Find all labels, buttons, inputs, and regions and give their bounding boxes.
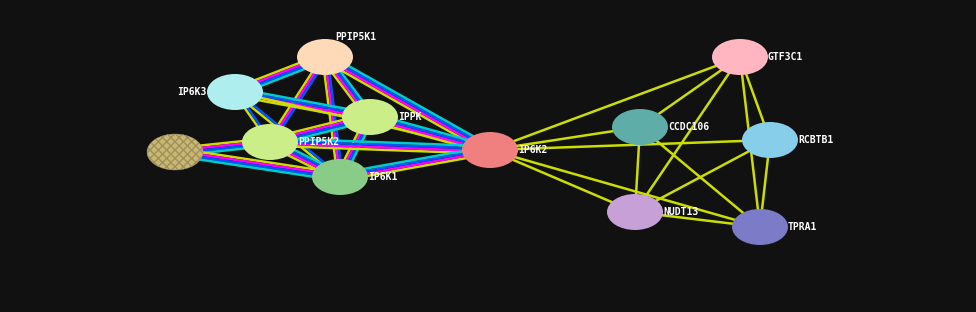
- Text: NUDT13: NUDT13: [663, 207, 698, 217]
- Text: IP6K2: IP6K2: [518, 145, 548, 155]
- Ellipse shape: [732, 209, 788, 245]
- Ellipse shape: [742, 122, 798, 158]
- Ellipse shape: [607, 194, 663, 230]
- Text: PPIP5K2: PPIP5K2: [298, 137, 339, 147]
- Text: IP6K1: IP6K1: [368, 172, 397, 182]
- Ellipse shape: [297, 39, 353, 75]
- Ellipse shape: [312, 159, 368, 195]
- Ellipse shape: [712, 39, 768, 75]
- Text: RCBTB1: RCBTB1: [798, 135, 834, 145]
- Ellipse shape: [612, 109, 668, 145]
- Text: GTF3C1: GTF3C1: [768, 52, 803, 62]
- Ellipse shape: [147, 134, 203, 170]
- Text: TPRA1: TPRA1: [788, 222, 817, 232]
- Text: CCDC106: CCDC106: [668, 122, 710, 132]
- Ellipse shape: [342, 99, 398, 135]
- Ellipse shape: [207, 74, 263, 110]
- Text: IP6K3: IP6K3: [178, 87, 207, 97]
- Text: PPIP5K1: PPIP5K1: [335, 32, 376, 42]
- Ellipse shape: [242, 124, 298, 160]
- Text: IPPK: IPPK: [398, 112, 422, 122]
- Ellipse shape: [462, 132, 518, 168]
